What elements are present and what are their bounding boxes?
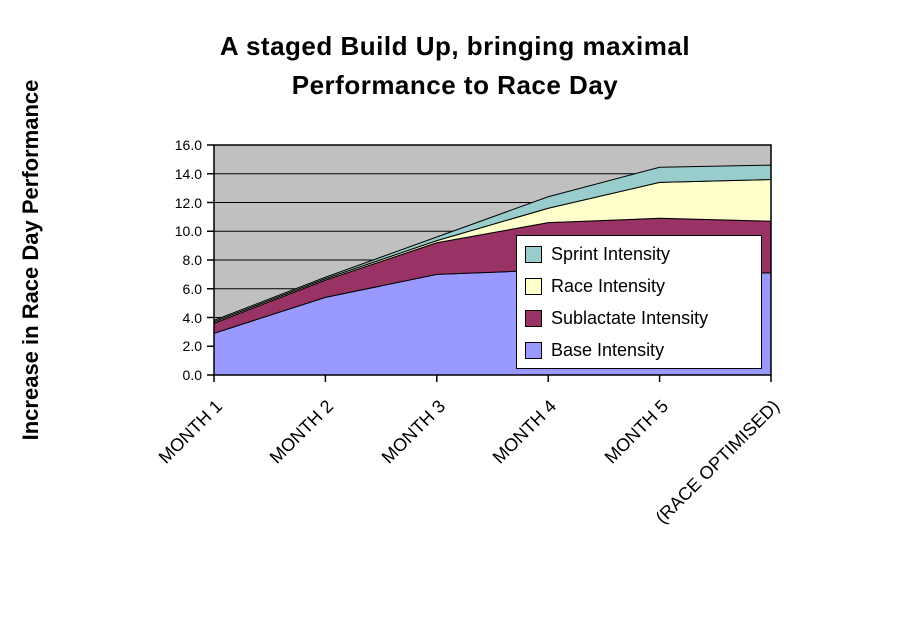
legend-item: Base Intensity [525, 340, 761, 360]
legend-swatch-icon [525, 341, 542, 359]
chart-title-line-1: A staged Build Up, bringing maximal [219, 31, 691, 61]
legend-swatch-icon [525, 277, 542, 295]
legend-item: Race Intensity [525, 276, 761, 296]
y-axis-tick-label: 4.0 [182, 309, 202, 326]
chart-legend: Sprint Intensity Race Intensity Sublactate… [516, 235, 762, 369]
chart-title: A staged Build Up, bringing maximal Perf… [85, 27, 825, 105]
y-axis-tick-label: 8.0 [182, 252, 202, 268]
legend-swatch-icon [525, 245, 542, 263]
y-axis-tick-label: 10.0 [174, 223, 202, 240]
y-axis-tick-label: 0.0 [182, 367, 202, 383]
y-axis-tick-label: 14.0 [174, 165, 202, 182]
legend-swatch-icon [525, 309, 542, 327]
y-axis-title: Increase in Race Day Performance [18, 79, 43, 441]
legend-item: Sprint Intensity [525, 244, 761, 264]
y-axis-tick-label: 12.0 [174, 194, 202, 211]
y-axis-tick-label: 6.0 [182, 280, 202, 297]
legend-item-label: Sublactate Intensity [551, 308, 709, 328]
legend-item-label: Base Intensity [551, 340, 665, 360]
y-axis-tick-label: 16.0 [174, 137, 202, 153]
legend-item-label: Race Intensity [551, 276, 666, 296]
legend-item: Sublactate Intensity [525, 308, 761, 328]
y-axis-tick-label: 2.0 [182, 338, 202, 355]
legend-item-label: Sprint Intensity [551, 244, 671, 264]
chart-title-line-2: Performance to Race Day [291, 70, 619, 100]
